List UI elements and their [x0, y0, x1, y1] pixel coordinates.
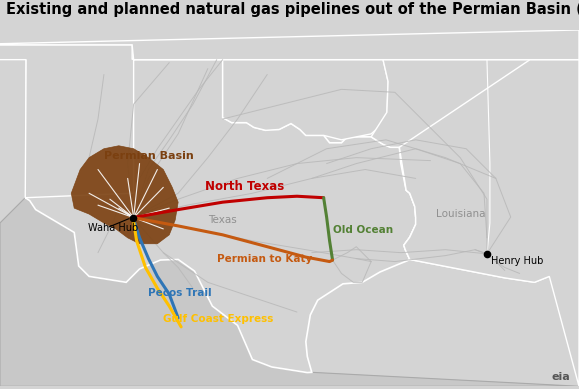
- Text: Henry Hub: Henry Hub: [492, 256, 544, 266]
- Text: Louisiana: Louisiana: [437, 209, 486, 219]
- Text: Pecos Trail: Pecos Trail: [148, 288, 212, 298]
- Polygon shape: [71, 146, 178, 244]
- Polygon shape: [25, 45, 416, 373]
- Text: Waha Hub: Waha Hub: [89, 223, 139, 233]
- Text: Permian to Katy: Permian to Katy: [217, 254, 312, 264]
- Text: Texas: Texas: [208, 215, 237, 225]
- Polygon shape: [371, 60, 532, 175]
- Polygon shape: [400, 147, 549, 282]
- Text: Permian Basin: Permian Basin: [104, 151, 193, 161]
- Text: North Texas: North Texas: [205, 180, 284, 193]
- Polygon shape: [0, 45, 134, 198]
- Polygon shape: [0, 30, 579, 60]
- Text: Gulf Coast Express: Gulf Coast Express: [163, 314, 274, 324]
- Polygon shape: [400, 60, 579, 386]
- Polygon shape: [0, 198, 579, 386]
- Polygon shape: [0, 198, 579, 386]
- Text: eia: eia: [551, 372, 570, 382]
- Text: Old Ocean: Old Ocean: [332, 225, 393, 235]
- Text: Existing and planned natural gas pipelines out of the Permian Basin (July 2018): Existing and planned natural gas pipelin…: [6, 2, 579, 17]
- Polygon shape: [223, 60, 388, 140]
